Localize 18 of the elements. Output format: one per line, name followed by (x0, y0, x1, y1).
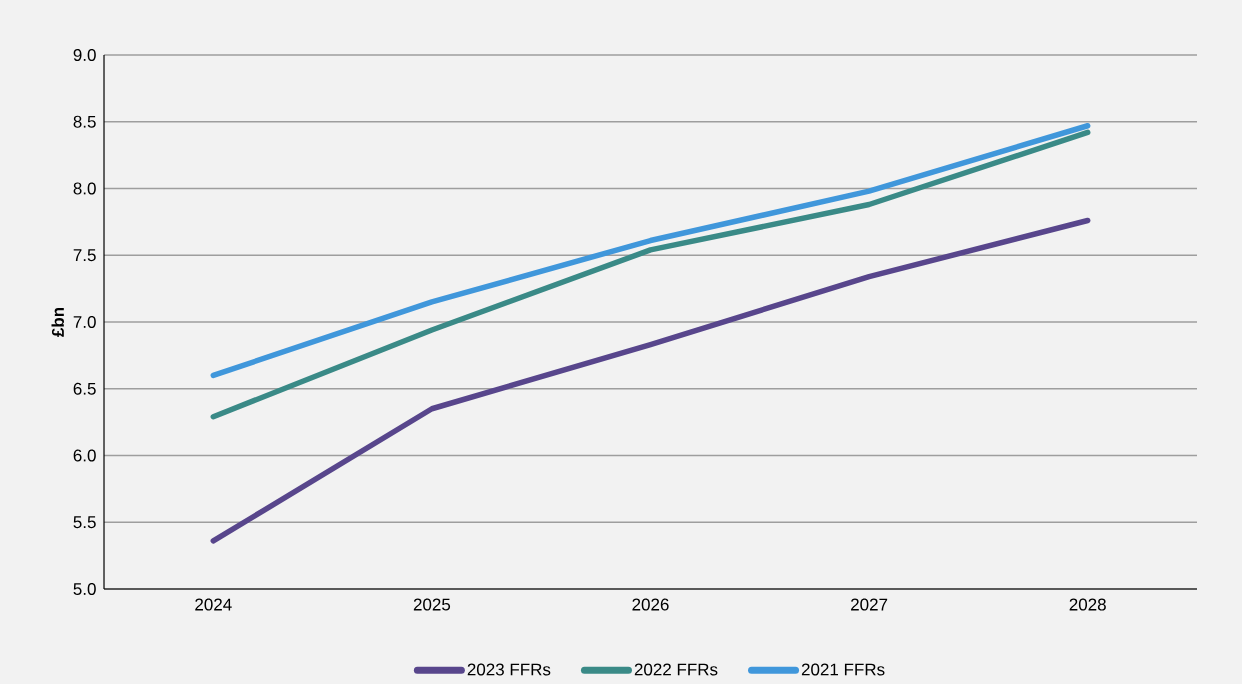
y-tick-label: 7.5 (73, 249, 96, 262)
x-tick-label: 2024 (195, 598, 232, 611)
y-tick-label: 8.5 (73, 115, 96, 128)
y-tick-label: 8.0 (73, 182, 96, 195)
x-tick-label: 2026 (632, 598, 669, 611)
y-tick-label: 6.0 (73, 449, 96, 462)
legend-label: 2023 FFRs (467, 663, 551, 676)
y-tick-label: 6.5 (73, 382, 96, 395)
y-tick-label: 9.0 (73, 48, 96, 62)
legend-label: 2022 FFRs (634, 663, 718, 676)
legend-label: 2021 FFRs (801, 663, 885, 676)
x-tick-label: 2027 (851, 598, 888, 611)
y-tick-label: 5.0 (73, 582, 96, 596)
y-axis-title: £bn (51, 307, 64, 337)
x-tick-label: 2025 (413, 598, 451, 611)
y-tick-label: 5.5 (73, 516, 96, 529)
y-tick-label: 7.0 (73, 315, 96, 329)
x-tick-label: 2028 (1069, 598, 1106, 611)
